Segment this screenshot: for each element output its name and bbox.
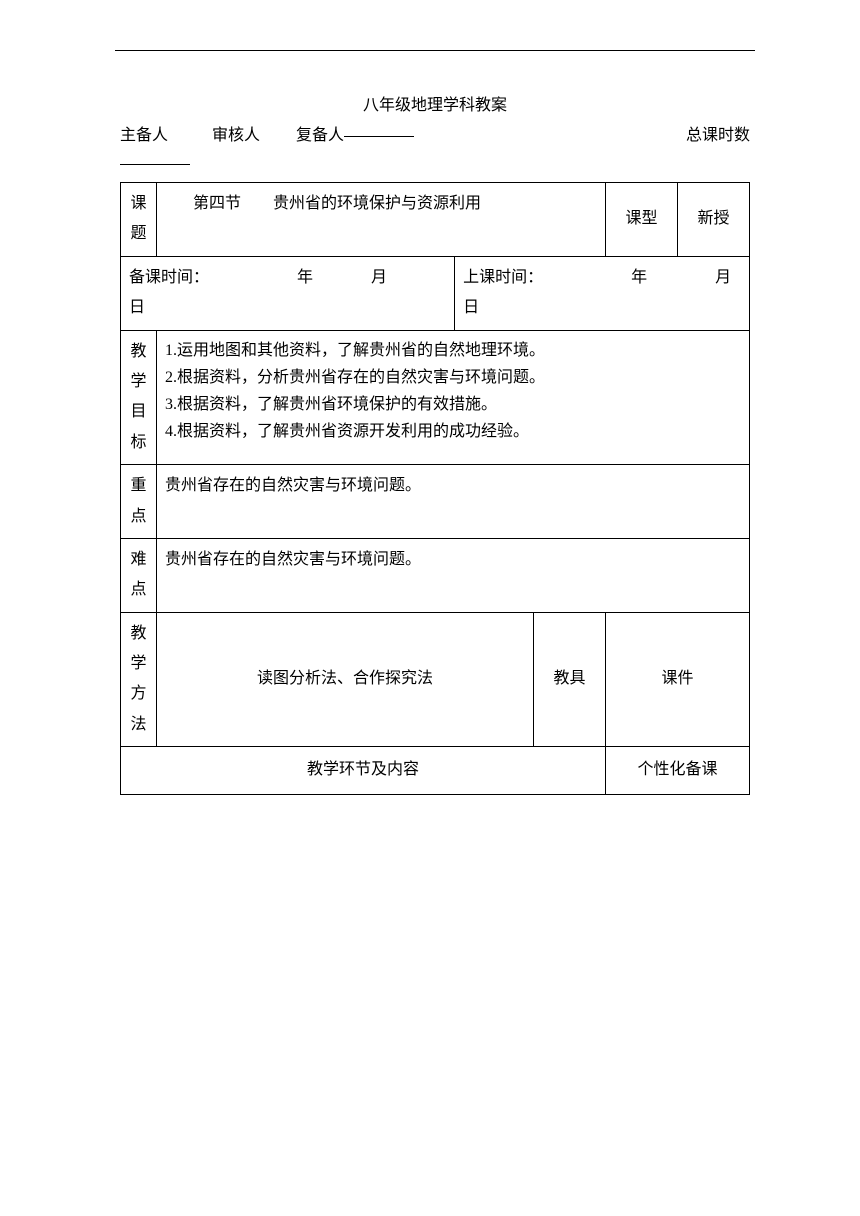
- method-label: 教学方法: [121, 612, 157, 747]
- preparer-label: 主备人: [120, 121, 168, 145]
- topic-label-text: 课题: [130, 195, 146, 242]
- total-hours-label: 总课时数: [686, 121, 750, 145]
- topic-label: 课题: [121, 183, 157, 257]
- row-goals: 教学目标 1.运用地图和其他资料，了解贵州省的自然地理环境。 2.根据资料，分析…: [121, 330, 750, 465]
- reviewer-label: 审核人: [212, 121, 260, 145]
- class-day: 日: [463, 299, 479, 316]
- header-trailing-blank: [120, 149, 750, 170]
- prep-time-label: 备课时间：: [129, 269, 209, 286]
- teaching-tool-label: 教具: [534, 612, 606, 747]
- goals-label: 教学目标: [121, 330, 157, 465]
- topic-content: 第四节 贵州省的环境保护与资源利用: [157, 183, 606, 257]
- teaching-tool-value: 课件: [606, 612, 750, 747]
- difficulty-label: 难点: [121, 538, 157, 612]
- class-month: 月: [715, 269, 731, 286]
- spacer: [168, 121, 212, 145]
- method-content: 读图分析法、合作探究法: [157, 612, 534, 747]
- spacer: [414, 121, 686, 145]
- row-environment: 教学环节及内容 个性化备课: [121, 747, 750, 794]
- goal-item: 4.根据资料，了解贵州省资源开发利用的成功经验。: [165, 418, 741, 445]
- header-meta-line: 主备人 审核人 复备人 总课时数: [120, 121, 750, 145]
- document-title: 八年级地理学科教案: [120, 91, 750, 115]
- goals-content: 1.运用地图和其他资料，了解贵州省的自然地理环境。 2.根据资料，分析贵州省存在…: [157, 330, 750, 465]
- lesson-plan-table: 课题 第四节 贵州省的环境保护与资源利用 课型 新授 备课时间： 年 月 日 上…: [120, 182, 750, 795]
- row-difficulty: 难点 贵州省存在的自然灾害与环境问题。: [121, 538, 750, 612]
- class-time-label: 上课时间：: [463, 269, 543, 286]
- keypoint-content: 贵州省存在的自然灾害与环境问题。: [157, 465, 750, 539]
- row-time: 备课时间： 年 月 日 上课时间： 年 月 日: [121, 256, 750, 330]
- topic-text: 第四节 贵州省的环境保护与资源利用: [165, 189, 597, 219]
- keypoint-label: 重点: [121, 465, 157, 539]
- lesson-type-label: 课型: [606, 183, 678, 257]
- goal-item: 2.根据资料，分析贵州省存在的自然灾害与环境问题。: [165, 364, 741, 391]
- spacer: [260, 121, 296, 145]
- goal-item: 1.运用地图和其他资料，了解贵州省的自然地理环境。: [165, 337, 741, 364]
- prep-time-cell: 备课时间： 年 月 日: [121, 256, 455, 330]
- difficulty-content: 贵州省存在的自然灾害与环境问题。: [157, 538, 750, 612]
- teaching-env-label: 教学环节及内容: [121, 747, 606, 794]
- top-horizontal-rule: [115, 50, 755, 51]
- goal-item: 3.根据资料，了解贵州省环境保护的有效措施。: [165, 391, 741, 418]
- goals-list: 1.运用地图和其他资料，了解贵州省的自然地理环境。 2.根据资料，分析贵州省存在…: [165, 337, 741, 446]
- copreparer-label: 复备人: [296, 121, 344, 145]
- prep-month: 月: [371, 269, 387, 286]
- prep-year: 年: [297, 269, 313, 286]
- prep-day: 日: [129, 299, 145, 316]
- personalized-prep-label: 个性化备课: [606, 747, 750, 794]
- row-method: 教学方法 读图分析法、合作探究法 教具 课件: [121, 612, 750, 747]
- class-year: 年: [631, 269, 647, 286]
- row-keypoint: 重点 贵州省存在的自然灾害与环境问题。: [121, 465, 750, 539]
- copreparer-blank: [344, 121, 414, 137]
- lesson-type-value: 新授: [678, 183, 750, 257]
- class-time-cell: 上课时间： 年 月 日: [455, 256, 750, 330]
- row-topic: 课题 第四节 贵州省的环境保护与资源利用 课型 新授: [121, 183, 750, 257]
